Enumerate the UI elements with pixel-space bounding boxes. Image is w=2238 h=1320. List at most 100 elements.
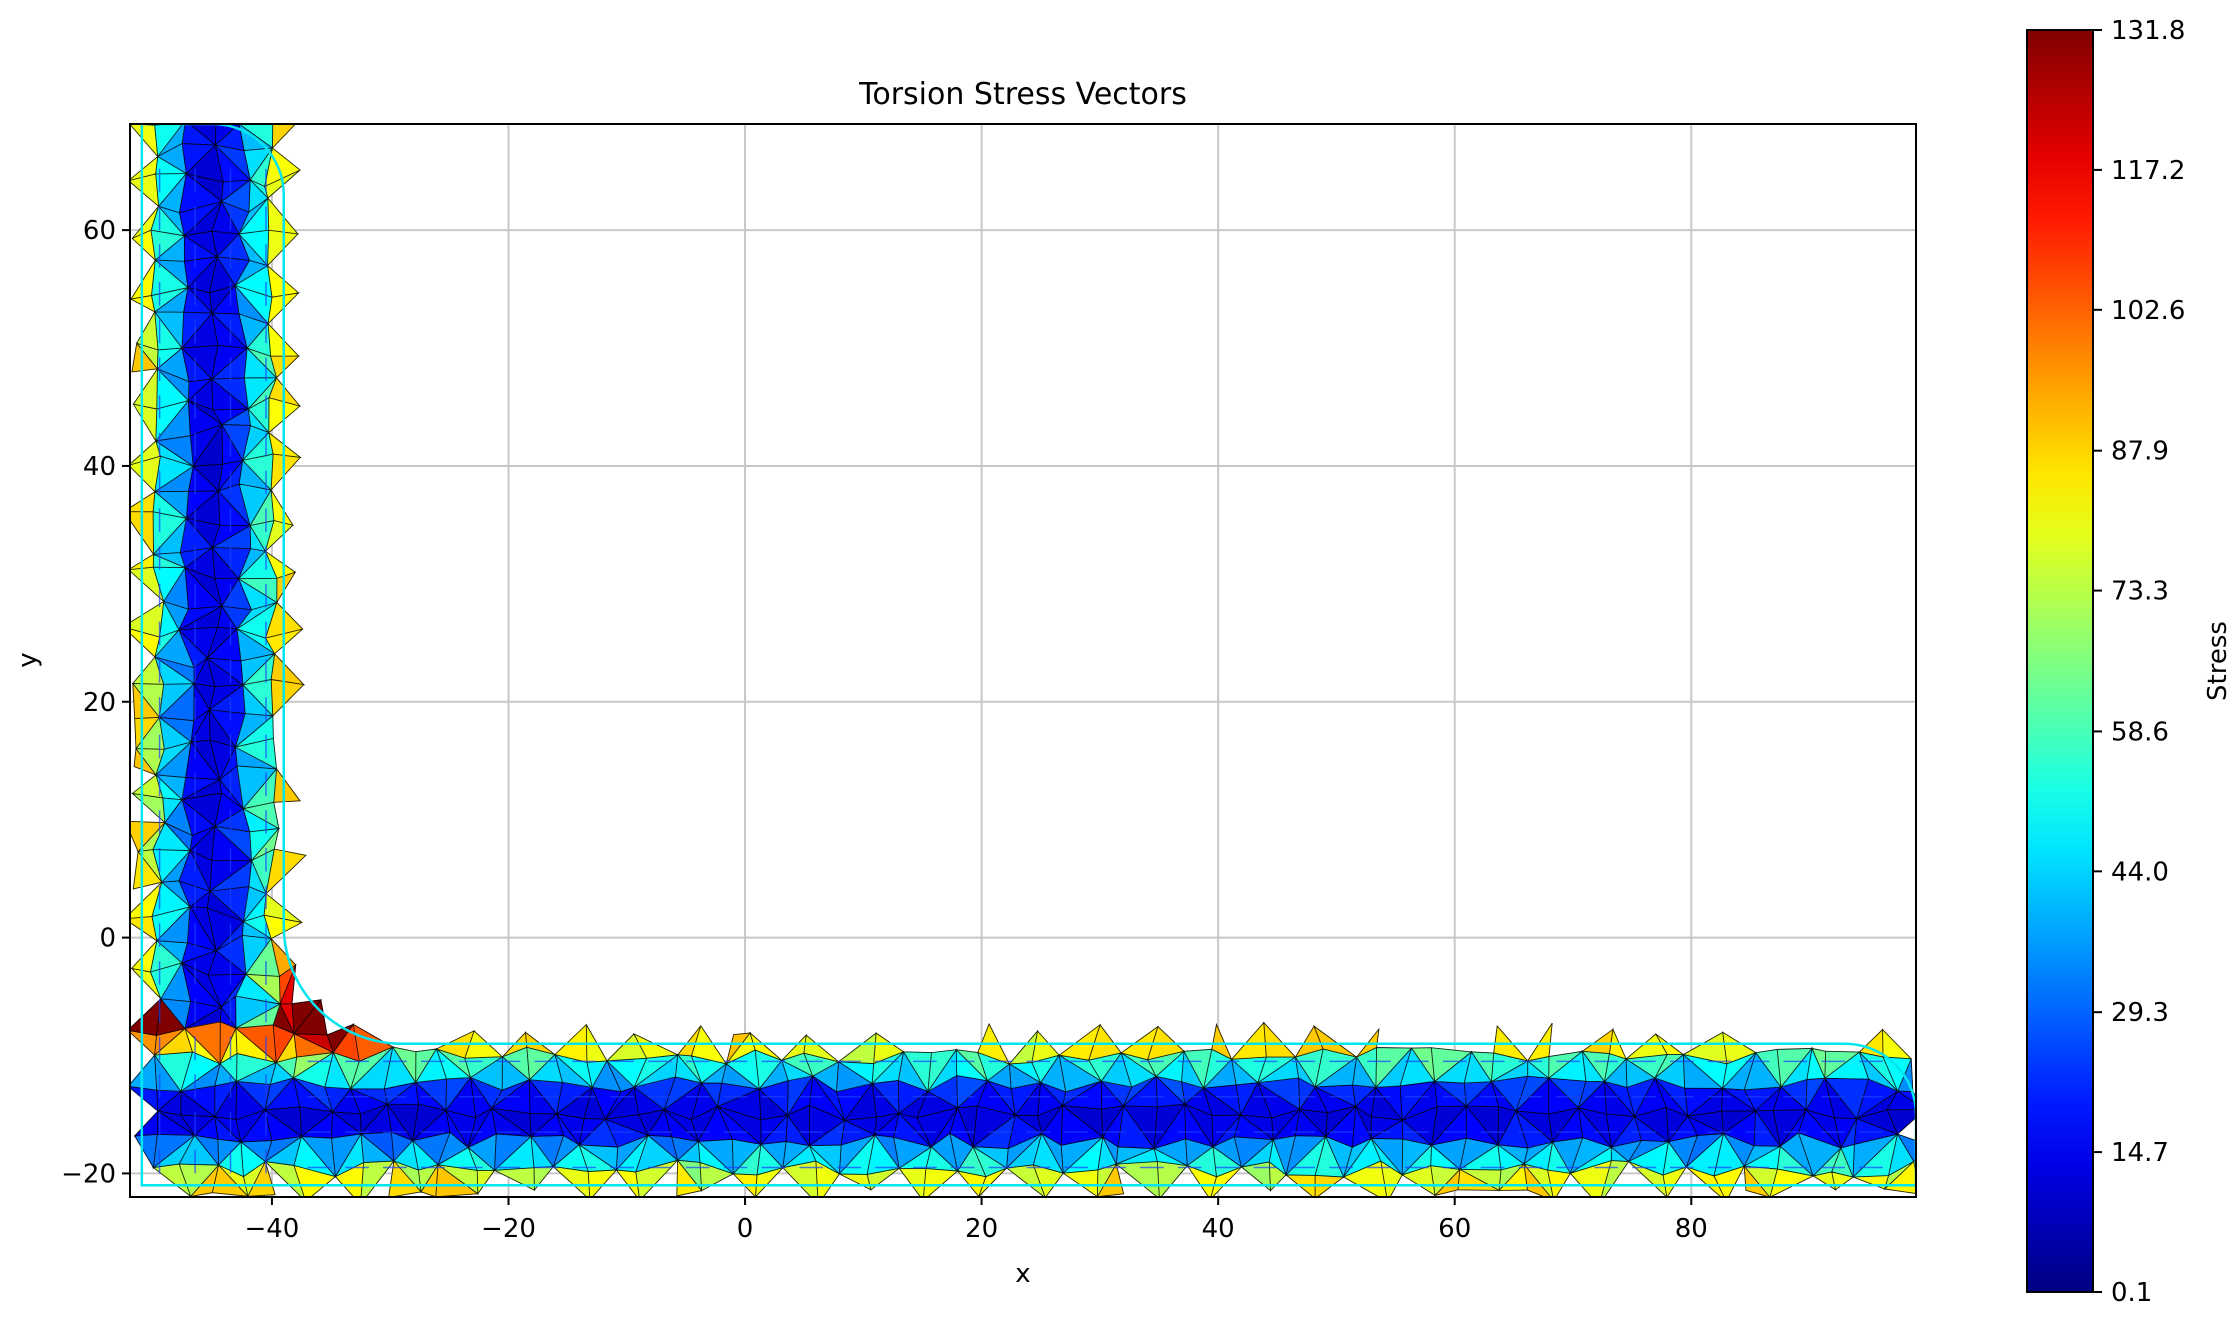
grid-lines xyxy=(130,124,1916,1197)
colorbar-tick-label: 73.3 xyxy=(2111,577,2169,607)
y-axis-label: y xyxy=(13,652,43,667)
stress-patch xyxy=(183,230,1242,1148)
stress-patch xyxy=(249,489,1685,1079)
y-tick-label: 60 xyxy=(83,216,116,246)
stress-patch xyxy=(157,284,1724,1150)
stress-vectors xyxy=(158,168,1883,1174)
section-outline xyxy=(140,124,1916,1187)
stress-patch xyxy=(248,179,1064,1174)
y-axis: −20 0 20 40 60 xyxy=(61,216,130,1189)
stress-patch xyxy=(242,684,1205,1089)
colorbar-tick-label: 0.1 xyxy=(2111,1278,2152,1308)
stress-patch xyxy=(178,378,1636,1148)
plot-frame xyxy=(129,123,1917,1198)
y-tick-label: −20 xyxy=(61,1159,116,1189)
stress-patch xyxy=(155,173,1826,1175)
stress-patch xyxy=(242,801,1610,1083)
x-tick-label: 0 xyxy=(737,1214,754,1244)
stress-patch xyxy=(157,205,1628,1088)
stress-patch xyxy=(187,287,1858,1146)
stress-patch xyxy=(214,578,1357,1114)
stress-patch xyxy=(153,552,1656,1088)
stress-patch xyxy=(215,233,1808,1149)
stress-patch xyxy=(221,578,1301,1110)
stress-patch xyxy=(151,259,1898,1172)
stress-patch xyxy=(193,284,1102,1140)
stress-patch xyxy=(181,124,1842,1149)
stress-patch xyxy=(155,440,1813,1088)
stress-patch xyxy=(156,399,1835,1136)
x-tick-label: 40 xyxy=(1202,1214,1235,1244)
stress-patch xyxy=(183,200,1580,1143)
x-tick-label: 80 xyxy=(1675,1214,1708,1244)
colorbar-tick-label: 58.6 xyxy=(2111,717,2169,747)
colorbar-tick-label: 102.6 xyxy=(2111,296,2185,326)
y-tick-label: 0 xyxy=(99,924,116,954)
stress-patch xyxy=(130,347,1782,1121)
stress-patch xyxy=(237,147,1915,1177)
stress-patch xyxy=(211,256,1067,1107)
x-tick-label: 20 xyxy=(965,1214,998,1244)
stress-patch xyxy=(180,378,1613,1148)
y-tick-label: 20 xyxy=(83,688,116,718)
stress-patch xyxy=(208,230,1274,1148)
x-axis: −40 −20 0 20 40 60 80 xyxy=(244,1197,1708,1244)
colorbar-tick-label: 14.7 xyxy=(2111,1138,2169,1168)
stress-patch xyxy=(268,377,1297,1058)
stress-field xyxy=(130,124,1916,1197)
stress-patch xyxy=(220,200,723,1108)
x-tick-label: −40 xyxy=(244,1214,299,1244)
stress-patch xyxy=(270,453,475,1059)
stress-patch xyxy=(244,347,1606,1082)
colorbar-gradient xyxy=(2026,29,2094,1293)
stress-patch xyxy=(218,490,1403,1122)
stress-patch xyxy=(130,143,1814,1177)
colorbar-tick-label: 117.2 xyxy=(2111,156,2185,186)
y-tick-label: 40 xyxy=(83,452,116,482)
colorbar-tick-label: 87.9 xyxy=(2111,437,2169,467)
stress-patch xyxy=(155,156,1781,1170)
colorbar-ticks: 0.1 14.7 29.3 44.0 58.6 73.3 87.9 102.6 117.2 131… xyxy=(2093,16,2185,1308)
stress-patch xyxy=(183,286,1899,1143)
stress-patch xyxy=(267,197,608,1063)
mesh-edges xyxy=(130,124,1916,1197)
x-tick-label: −20 xyxy=(481,1214,536,1244)
stress-patch xyxy=(270,679,305,717)
colorbar: 0.1 14.7 29.3 44.0 58.6 73.3 87.9 102.6 117.2 131… xyxy=(2026,16,2233,1308)
colorbar-tick-label: 44.0 xyxy=(2111,857,2169,887)
chart-title: Torsion Stress Vectors xyxy=(858,77,1187,112)
stress-patch xyxy=(242,767,1213,1090)
stress-patch xyxy=(238,233,1353,1178)
stress-patch xyxy=(181,143,1756,1148)
stress-patch xyxy=(238,124,1345,1178)
stress-patch xyxy=(238,197,1461,1178)
stress-patch xyxy=(158,683,1898,1092)
stress-patch xyxy=(213,483,1133,1107)
stress-patch xyxy=(264,520,839,1063)
colorbar-tick-label: 29.3 xyxy=(2111,998,2169,1028)
x-tick-label: 60 xyxy=(1438,1214,1471,1244)
stress-patch xyxy=(214,144,1724,1143)
stress-patch xyxy=(214,144,814,1117)
stress-patch xyxy=(236,628,1757,1090)
triangle-mesh xyxy=(130,124,1916,1197)
stress-patch xyxy=(238,229,1912,1092)
vector-arrows xyxy=(158,168,1883,1174)
stress-patch xyxy=(181,124,1670,1147)
stress-patch xyxy=(236,397,932,1093)
stress-patch xyxy=(157,378,1612,1149)
x-axis-label: x xyxy=(1015,1259,1030,1289)
stress-patch xyxy=(181,311,1642,1149)
stress-patch xyxy=(210,347,1377,1108)
colorbar-label: Stress xyxy=(2203,621,2233,701)
stress-patch xyxy=(217,459,1656,1118)
stress-patch xyxy=(185,144,1500,1146)
colorbar-tick-label: 131.8 xyxy=(2111,16,2185,46)
stress-patch xyxy=(247,124,1614,1197)
stress-patch xyxy=(154,235,1782,1091)
stress-patch xyxy=(211,525,1529,1112)
stress-patch xyxy=(158,172,1529,1165)
stress-patch xyxy=(268,431,1101,1061)
